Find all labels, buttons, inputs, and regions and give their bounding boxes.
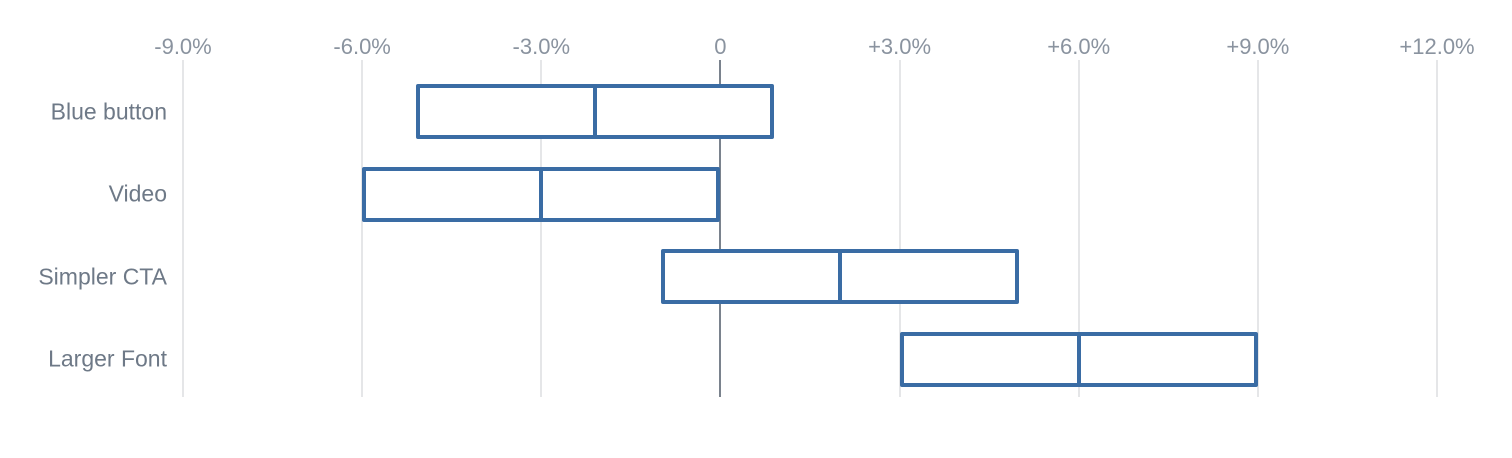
gridline	[1077, 60, 1080, 397]
gridline	[1436, 60, 1438, 397]
x-axis-tick-label: +6.0%	[1047, 34, 1111, 59]
gridline	[361, 60, 364, 397]
x-axis-tick-label: -6.0%	[333, 34, 391, 59]
x-axis-tick-label: -9.0%	[154, 34, 212, 59]
category-label: Video	[108, 180, 167, 207]
midpoint-line	[593, 88, 598, 135]
midpoint-line	[539, 170, 544, 218]
gridline	[182, 60, 184, 397]
gridline	[1256, 60, 1259, 397]
range-bar	[899, 331, 1258, 387]
gridline	[540, 60, 543, 397]
x-axis-tick-label: -3.0%	[512, 34, 571, 59]
x-axis-tick-label: 0	[714, 34, 727, 59]
category-label: Blue button	[50, 98, 167, 124]
range-bar	[660, 249, 1019, 304]
midpoint-line	[837, 253, 842, 300]
midpoint-line	[1076, 335, 1081, 383]
gridline	[898, 60, 901, 397]
category-label: Simpler CTA	[38, 263, 167, 289]
x-axis-tick-label: +12.0%	[1399, 34, 1475, 59]
x-axis-tick-label: +3.0%	[868, 34, 932, 59]
zero-gridline	[719, 60, 722, 397]
range-bar	[415, 84, 775, 139]
category-label: Larger Font	[48, 345, 167, 372]
x-axis-tick-label: +9.0%	[1226, 34, 1290, 59]
range-bar	[362, 166, 721, 222]
